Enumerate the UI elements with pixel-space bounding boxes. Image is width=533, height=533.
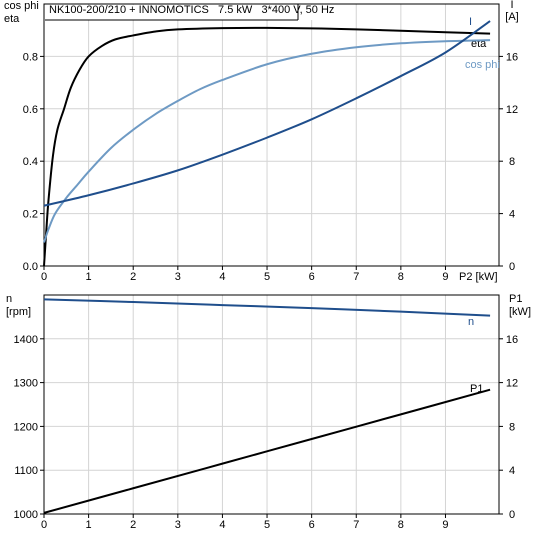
right-axis-label: [A] <box>505 11 518 23</box>
series-label-p1: P1 <box>470 383 483 395</box>
x-tick-label: 2 <box>130 519 136 531</box>
x-tick-label: 5 <box>264 519 270 531</box>
x-tick-label: 9 <box>442 519 448 531</box>
left-y-tick-label: 0.0 <box>23 261 38 273</box>
title-background <box>45 5 341 20</box>
left-y-tick-label: 0.8 <box>23 51 38 63</box>
x-tick-label: 8 <box>398 271 404 283</box>
x-tick-label: 0 <box>41 519 47 531</box>
x-tick-label: 1 <box>86 519 92 531</box>
x-tick-label: 0 <box>41 271 47 283</box>
right-y-tick-label: 4 <box>509 465 515 477</box>
left-axis-label: eta <box>4 13 20 25</box>
series-line-i <box>43 20 491 207</box>
plot-frame <box>43 294 500 515</box>
left-axis-label: [rpm] <box>6 306 31 318</box>
x-tick-label: 7 <box>353 519 359 531</box>
x-tick-label: 4 <box>219 519 225 531</box>
series-line-cos-phi <box>43 39 491 243</box>
left-axis-label: n <box>6 293 12 305</box>
x-tick-label: 3 <box>175 271 181 283</box>
x-tick-label: 8 <box>398 519 404 531</box>
series-line-p1 <box>43 388 491 514</box>
x-tick-label: 6 <box>309 271 315 283</box>
right-y-tick-label: 12 <box>506 378 518 390</box>
right-y-tick-label: 0 <box>509 261 515 273</box>
left-y-tick-label: 1300 <box>14 378 38 390</box>
left-y-tick-label: 1100 <box>14 465 38 477</box>
left-y-tick-label: 0.6 <box>23 104 38 116</box>
plot-frame <box>43 3 500 267</box>
x-tick-label: 7 <box>353 271 359 283</box>
left-y-tick-label: 1400 <box>14 334 38 346</box>
left-y-tick-label: 0.2 <box>23 209 38 221</box>
series-line-eta <box>43 26 491 267</box>
left-y-tick-label: 0.4 <box>23 156 38 168</box>
series-label-i: I <box>469 16 472 28</box>
panel-2: 0 1 2 3 4 5 6 7 8 9100011001200130014000481216n[r… <box>6 293 531 531</box>
x-axis-label: P2 [kW] <box>459 271 498 283</box>
left-y-tick-label: 1000 <box>14 509 38 521</box>
x-tick-label: 4 <box>219 271 225 283</box>
chart-title: NK100-200/210 + INNOMOTICS 7.5 kW 3*400 … <box>49 4 334 16</box>
x-tick-label: 5 <box>264 271 270 283</box>
series-label-n: n <box>468 316 474 328</box>
x-tick-label: 3 <box>175 519 181 531</box>
x-tick-label: 1 <box>86 271 92 283</box>
series-label-cos-phi: cos phi <box>465 59 500 71</box>
x-tick-label: 6 <box>309 519 315 531</box>
right-axis-label: I <box>510 0 513 11</box>
right-axis-label: [kW] <box>509 306 531 318</box>
left-y-tick-label: 1200 <box>14 421 38 433</box>
left-axis-label: cos phi <box>4 0 39 12</box>
x-tick-label: 9 <box>442 271 448 283</box>
right-axis-label: P1 <box>509 293 522 305</box>
x-tick-label: 2 <box>130 271 136 283</box>
right-y-tick-label: 16 <box>506 51 518 63</box>
right-y-tick-label: 4 <box>509 209 515 221</box>
right-y-tick-label: 8 <box>509 421 515 433</box>
right-y-tick-label: 0 <box>509 509 515 521</box>
right-y-tick-label: 12 <box>506 104 518 116</box>
right-y-tick-label: 16 <box>506 334 518 346</box>
right-y-tick-label: 8 <box>509 156 515 168</box>
series-line-n <box>43 298 491 317</box>
